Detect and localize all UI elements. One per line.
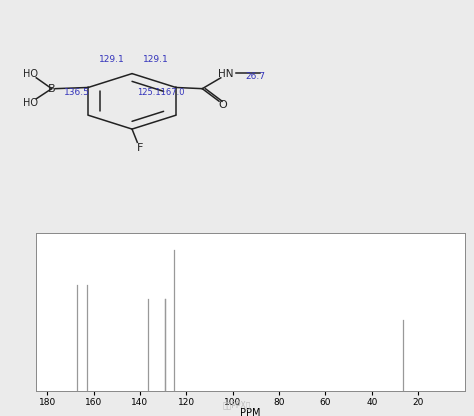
- Text: O: O: [218, 100, 227, 110]
- Text: 益品PPX网: 益品PPX网: [223, 401, 251, 410]
- Text: 129.1: 129.1: [100, 54, 125, 64]
- Text: HN: HN: [219, 69, 234, 79]
- X-axis label: PPM: PPM: [240, 409, 260, 416]
- Text: 136.5: 136.5: [64, 88, 90, 97]
- Text: 26.7: 26.7: [245, 72, 265, 81]
- Text: HO: HO: [23, 98, 38, 108]
- Text: 129.1: 129.1: [143, 54, 169, 64]
- Text: B: B: [48, 84, 55, 94]
- Text: HO: HO: [23, 69, 38, 79]
- Text: F: F: [137, 143, 143, 153]
- Text: 125.1167.0: 125.1167.0: [137, 88, 184, 97]
